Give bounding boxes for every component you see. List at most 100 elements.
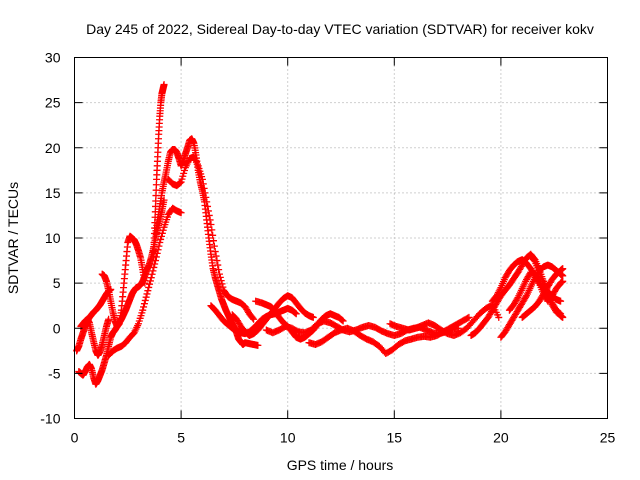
data-point-marker — [254, 341, 262, 349]
data-point-marker — [208, 226, 216, 234]
data-point-marker — [146, 280, 154, 288]
data-point-marker — [160, 81, 168, 89]
data-point-marker — [154, 246, 162, 254]
x-tick-label: 15 — [387, 430, 403, 446]
data-point-marker — [177, 209, 185, 217]
data-point-marker — [152, 253, 160, 261]
data-point-marker — [210, 237, 218, 245]
data-point-marker — [215, 266, 223, 274]
data-point-marker — [151, 260, 159, 268]
y-tick-label: -5 — [48, 365, 61, 381]
data-point-marker — [159, 226, 167, 234]
x-tick-label: 20 — [493, 430, 509, 446]
y-tick-label: 5 — [53, 275, 61, 291]
data-point-marker — [143, 290, 151, 298]
data-point-marker — [158, 229, 166, 237]
data-point-marker — [141, 279, 149, 287]
data-point-marker — [206, 216, 214, 224]
series-satellite-track-4 — [98, 232, 149, 330]
data-point-marker — [176, 179, 184, 187]
y-tick-label: 15 — [45, 185, 61, 201]
data-point-marker — [249, 314, 257, 322]
data-point-marker — [209, 231, 217, 239]
data-point-marker — [218, 280, 226, 288]
data-point-marker — [141, 296, 149, 304]
data-point-marker — [464, 314, 472, 322]
y-tick-label: 20 — [45, 140, 61, 156]
x-tick-label: 25 — [600, 430, 616, 446]
x-axis-label: GPS time / hours — [287, 457, 394, 473]
data-point-marker — [146, 277, 154, 285]
y-axis-label: SDTVAR / TECUs — [5, 182, 21, 294]
data-point-marker — [309, 313, 317, 321]
data-point-marker — [557, 297, 565, 305]
data-point-marker — [212, 252, 220, 260]
data-point-marker — [204, 202, 212, 210]
data-point-marker — [142, 293, 150, 301]
data-point-marker — [155, 242, 163, 250]
data-point-marker — [140, 300, 148, 308]
data-point-marker — [199, 180, 207, 188]
data-points — [73, 81, 567, 388]
data-point-marker — [217, 277, 225, 285]
x-tick-label: 5 — [177, 430, 185, 446]
series-satellite-track-14 — [386, 301, 503, 339]
data-point-marker — [201, 189, 209, 197]
data-point-marker — [496, 285, 504, 293]
data-point-marker — [219, 283, 227, 291]
x-tick-labels: 0 5 10 15 20 25 — [71, 430, 616, 446]
data-point-marker — [203, 198, 211, 206]
y-tick-label: 10 — [45, 230, 61, 246]
series-satellite-track-5 — [105, 204, 185, 359]
data-point-marker — [150, 263, 158, 271]
x-tick-label: 0 — [71, 430, 79, 446]
data-point-marker — [215, 270, 223, 278]
data-point-marker — [559, 277, 567, 285]
data-point-marker — [465, 313, 473, 321]
grid — [74, 57, 608, 419]
data-point-marker — [198, 175, 206, 183]
data-point-marker — [149, 267, 157, 275]
data-point-marker — [204, 207, 212, 215]
data-point-marker — [145, 283, 153, 291]
data-point-marker — [144, 287, 152, 295]
data-point-marker — [250, 315, 258, 323]
y-tick-label: 25 — [45, 95, 61, 111]
data-point-marker — [211, 248, 219, 256]
data-point-marker — [213, 257, 221, 265]
data-point-marker — [339, 317, 347, 325]
data-point-marker — [139, 306, 147, 314]
data-point-marker — [157, 235, 165, 243]
data-point-marker — [157, 232, 165, 240]
chart-title: Day 245 of 2022, Sidereal Day-to-day VTE… — [86, 21, 594, 37]
data-point-marker — [207, 220, 215, 228]
data-point-marker — [559, 313, 567, 321]
data-point-marker — [200, 184, 208, 192]
series-satellite-track-20 — [527, 252, 567, 321]
y-tick-labels: -10 -5 0 5 10 15 20 25 30 — [40, 50, 60, 427]
y-tick-label: 0 — [53, 320, 61, 336]
data-point-marker — [292, 310, 300, 318]
series-satellite-track-8 — [164, 153, 258, 323]
axis-ticks — [74, 57, 608, 419]
data-point-marker — [147, 274, 155, 282]
data-point-marker — [105, 315, 113, 323]
data-point-marker — [216, 273, 224, 281]
data-point-marker — [205, 211, 213, 219]
y-tick-label: 30 — [45, 50, 61, 66]
data-point-marker — [338, 316, 346, 324]
series-satellite-track-13 — [305, 313, 473, 358]
data-point-marker — [148, 270, 156, 278]
data-point-marker — [153, 249, 161, 257]
data-point-marker — [291, 309, 299, 317]
series-satellite-track-3 — [77, 315, 113, 359]
data-point-marker — [152, 257, 160, 265]
data-point-marker — [214, 261, 222, 269]
data-point-marker — [210, 242, 218, 250]
data-point-marker — [202, 193, 210, 201]
data-point-marker — [140, 303, 148, 311]
y-tick-label: -10 — [40, 411, 60, 427]
data-point-marker — [495, 313, 503, 321]
